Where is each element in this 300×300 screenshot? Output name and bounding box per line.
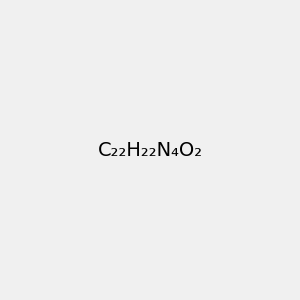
Text: C₂₂H₂₂N₄O₂: C₂₂H₂₂N₄O₂ [98,140,202,160]
